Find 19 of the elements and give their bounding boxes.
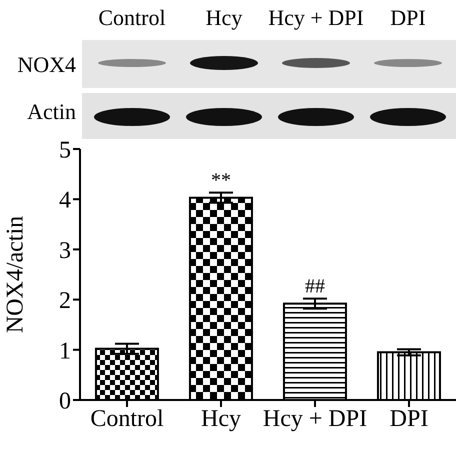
x-tick-label: Hcy [201,406,241,432]
y-tick-label: 0 [59,388,71,415]
x-tick-label: Hcy + DPI [262,406,368,432]
y-tick-label: 5 [59,138,71,164]
text: Control [98,5,166,30]
annotation: ## [305,276,325,298]
text: DPI [390,5,426,30]
text: Hcy + DPI [268,5,364,30]
text: Hcy [206,5,242,30]
y-tick-label: 3 [59,238,71,264]
y-tick-label: 4 [59,188,71,214]
x-tick-label: Control [90,406,164,432]
y-tick-label: 2 [59,288,71,314]
x-tick-label: DPI [390,406,428,432]
text: NOX4 [17,52,76,77]
y-axis-title: NOX4/actin [2,216,29,334]
annotation: ** [211,170,231,192]
y-tick-label: 1 [59,338,71,364]
text: Actin [27,99,76,124]
